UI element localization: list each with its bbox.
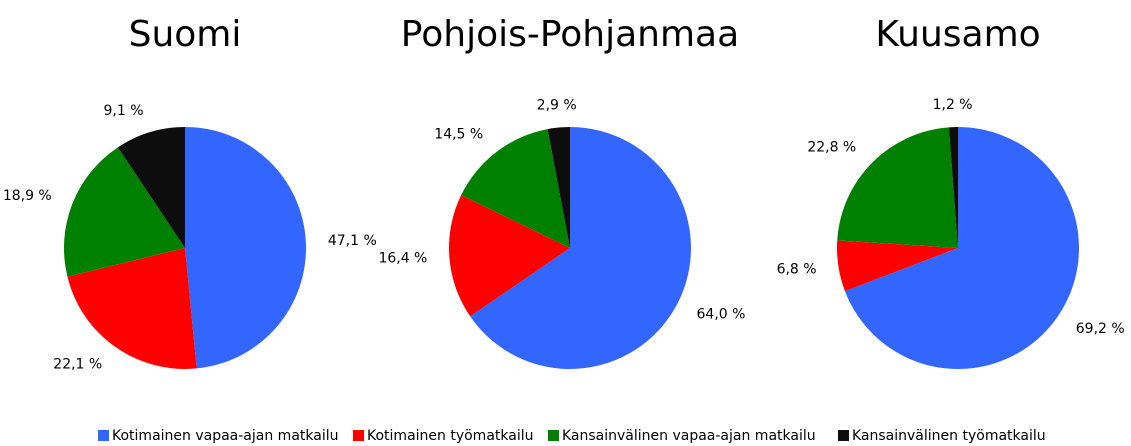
- data-label: 64,0 %: [697, 307, 746, 323]
- legend-label: Kotimainen vapaa-ajan matkailu: [112, 428, 338, 444]
- chart-title: Kuusamo: [875, 14, 1040, 55]
- pie-slice: [449, 195, 570, 317]
- legend-swatch: [98, 430, 109, 441]
- data-label: 14,5 %: [434, 126, 483, 142]
- data-label: 1,2 %: [933, 97, 973, 113]
- data-label: 2,9 %: [537, 98, 577, 114]
- data-label: 18,9 %: [3, 188, 52, 204]
- pie-slice: [461, 129, 570, 248]
- pie-slice: [67, 248, 197, 369]
- legend-label: Kotimainen työmatkailu: [367, 428, 533, 444]
- data-label: 16,4 %: [378, 251, 427, 267]
- data-label: 22,1 %: [53, 357, 102, 373]
- data-label: 9,1 %: [104, 103, 144, 119]
- pie-slice: [64, 147, 185, 277]
- data-label: 69,2 %: [1076, 321, 1125, 337]
- pie-slice: [470, 127, 692, 369]
- pie-slice: [844, 127, 1079, 369]
- legend-swatch: [353, 430, 364, 441]
- pie-slice: [185, 127, 306, 369]
- pie-slice: [837, 240, 958, 292]
- data-label: 6,8 %: [777, 261, 817, 277]
- pie-slice: [948, 127, 958, 248]
- pie-slice: [547, 127, 570, 248]
- data-label: 47,1 %: [328, 233, 377, 249]
- pie-slice: [837, 127, 958, 248]
- pie-slice: [117, 127, 185, 248]
- legend-label: Kansainvälinen työmatkailu: [852, 428, 1046, 444]
- legend-swatch: [838, 430, 849, 441]
- data-label: 22,8 %: [807, 140, 856, 156]
- legend-swatch: [548, 430, 559, 441]
- chart-title: Suomi: [129, 14, 242, 55]
- legend-label: Kansainvälinen vapaa-ajan matkailu: [562, 428, 816, 444]
- chart-title: Pohjois-Pohjanmaa: [401, 14, 739, 55]
